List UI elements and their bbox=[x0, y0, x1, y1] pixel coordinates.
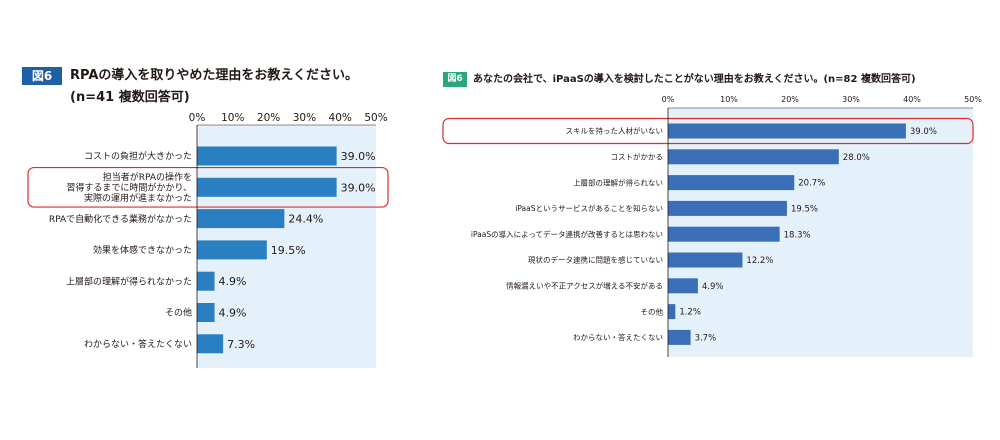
value-label: 39.0% bbox=[910, 127, 937, 137]
category-label: その他 bbox=[165, 307, 192, 319]
x-tick-label: 10% bbox=[221, 112, 244, 124]
category-label: 効果を体感できなかった bbox=[93, 244, 192, 256]
category-label: iPaaSの導入によってデータ連携が改善するとは思わない bbox=[471, 229, 663, 239]
bar bbox=[197, 334, 224, 354]
bar bbox=[668, 149, 839, 165]
bar bbox=[197, 177, 337, 197]
value-label: 4.9% bbox=[702, 282, 724, 292]
category-label: 実際の運用が進まなかった bbox=[84, 192, 192, 204]
category-label: 現状のデータ連携に問題を感じていない bbox=[528, 255, 663, 265]
value-label: 7.3% bbox=[227, 338, 255, 351]
bar bbox=[668, 200, 787, 216]
bar bbox=[197, 303, 215, 322]
category-label: 上層部の理解が得られない bbox=[573, 177, 663, 187]
value-label: 18.3% bbox=[784, 230, 811, 240]
x-tick-label: 0% bbox=[189, 112, 206, 124]
x-tick-label: 20% bbox=[257, 112, 280, 124]
x-tick-label: 20% bbox=[781, 95, 799, 104]
value-label: 1.2% bbox=[679, 308, 701, 318]
figure-2-badge: 図6 bbox=[443, 72, 467, 87]
category-label: わからない・答えたくない bbox=[573, 332, 663, 342]
x-tick-label: 0% bbox=[662, 95, 675, 104]
x-tick-label: 10% bbox=[720, 95, 738, 104]
x-tick-label: 40% bbox=[329, 112, 352, 124]
bar bbox=[668, 278, 698, 294]
value-label: 39.0% bbox=[341, 150, 376, 163]
category-label: 情報漏えいや不正アクセスが増える不安がある bbox=[506, 281, 663, 291]
category-label: コストの負担が大きかった bbox=[84, 150, 192, 162]
value-label: 19.5% bbox=[271, 244, 306, 257]
value-label: 19.5% bbox=[791, 204, 818, 214]
highlight-box bbox=[27, 166, 389, 208]
category-label: iPaaSというサービスがあることを知らない bbox=[515, 203, 663, 213]
figure-1-badge: 図6 bbox=[22, 67, 62, 85]
category-label: スキルを持った人材がいない bbox=[566, 126, 664, 136]
category-label: その他 bbox=[641, 306, 664, 316]
category-label: わからない・答えたくない bbox=[84, 338, 192, 350]
bar bbox=[668, 304, 676, 320]
category-label: 上層部の理解が得られなかった bbox=[66, 275, 192, 287]
category-label: RPAで自動化できる業務がなかった bbox=[49, 213, 192, 225]
bar bbox=[197, 209, 285, 229]
value-label: 20.7% bbox=[798, 179, 825, 189]
category-label: 習得するまでに時間がかかり、 bbox=[66, 182, 192, 194]
x-tick-label: 50% bbox=[364, 112, 387, 124]
bar bbox=[668, 252, 743, 268]
value-label: 12.2% bbox=[746, 256, 773, 266]
value-label: 24.4% bbox=[288, 213, 323, 226]
bar bbox=[668, 175, 795, 191]
bar bbox=[197, 271, 215, 291]
bar bbox=[197, 146, 337, 166]
x-tick-label: 40% bbox=[903, 95, 921, 104]
bar bbox=[668, 226, 780, 242]
bar bbox=[668, 329, 691, 345]
value-label: 39.0% bbox=[341, 181, 376, 194]
figure-2-title: あなたの会社で、iPaaSの導入を検討したことがない理由をお教えください。(n=… bbox=[473, 74, 916, 85]
value-label: 28.0% bbox=[843, 153, 870, 163]
value-label: 4.9% bbox=[219, 306, 247, 319]
highlight-box bbox=[442, 117, 974, 145]
x-tick-label: 30% bbox=[293, 112, 316, 124]
x-tick-label: 30% bbox=[842, 95, 860, 104]
category-label: コストがかかる bbox=[611, 152, 664, 162]
figure-1-subtitle: (n=41 複数回答可) bbox=[70, 90, 190, 105]
x-tick-label: 50% bbox=[964, 95, 982, 104]
bar bbox=[668, 123, 906, 139]
value-label: 3.7% bbox=[695, 333, 717, 343]
figure-1-title: RPAの導入を取りやめた理由をお教えください。 bbox=[70, 68, 359, 83]
category-label: 担当者がRPAの操作を bbox=[103, 171, 192, 183]
value-label: 4.9% bbox=[219, 275, 247, 288]
bar bbox=[197, 240, 267, 260]
